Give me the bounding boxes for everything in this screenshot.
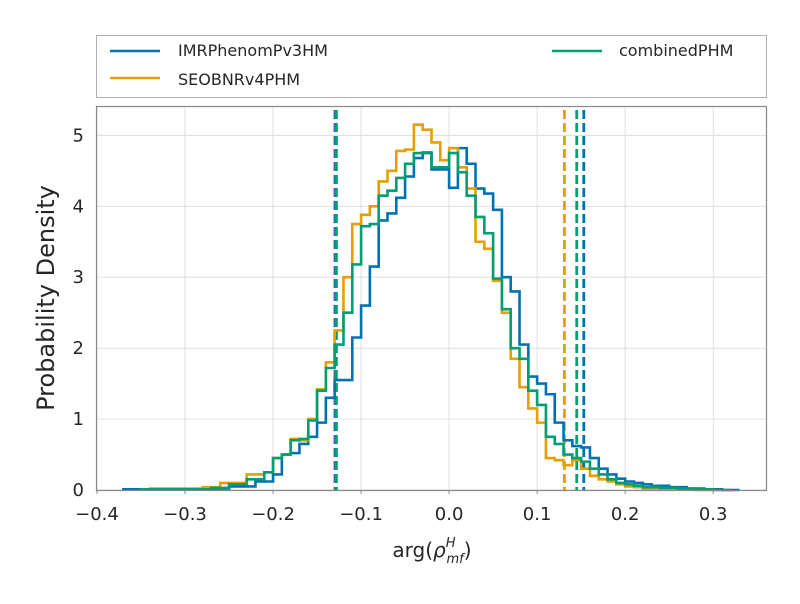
x-tick-label: 0.3 [699, 504, 728, 525]
y-tick-label: 0 [73, 480, 84, 501]
x-ticks: −0.4 −0.3 −0.2 −0.1 0.0 0.1 0.2 0.3 [75, 490, 728, 525]
legend-label-seobnrv4phm: SEOBNRv4PHM [178, 70, 300, 89]
x-tick-label: 0.1 [523, 504, 552, 525]
series-layer [122, 123, 740, 492]
y-tick-label: 1 [73, 409, 84, 430]
y-tick-label: 5 [73, 125, 84, 146]
histogram-series-combinedphm [139, 151, 731, 492]
y-tick-label: 4 [73, 196, 84, 217]
legend-label-combinedphm: combinedPHM [619, 41, 733, 60]
y-axis-label: Probability Density [32, 185, 60, 411]
x-tick-label: −0.2 [251, 504, 295, 525]
x-tick-label: 0.2 [611, 504, 640, 525]
x-tick-label: −0.1 [339, 504, 383, 525]
legend-frame [96, 35, 767, 98]
x-tick-label: −0.3 [163, 504, 207, 525]
y-tick-label: 3 [73, 267, 84, 288]
histogram-series-imrphenompv3hm [122, 146, 740, 492]
x-axis-label: arg(ρH mf) [392, 536, 471, 567]
x-tick-label: −0.4 [75, 504, 119, 525]
legend: IMRPhenomPv3HM SEOBNRv4PHM combinedPHM [96, 35, 767, 98]
histogram-series-seobnrv4phm [148, 123, 714, 492]
y-tick-label: 2 [73, 338, 84, 359]
x-tick-label: 0.0 [435, 504, 464, 525]
plot-frame [95, 105, 768, 492]
legend-label-imrphenompv3hm: IMRPhenomPv3HM [178, 41, 328, 60]
y-ticks: 0 1 2 3 4 5 [73, 125, 84, 501]
